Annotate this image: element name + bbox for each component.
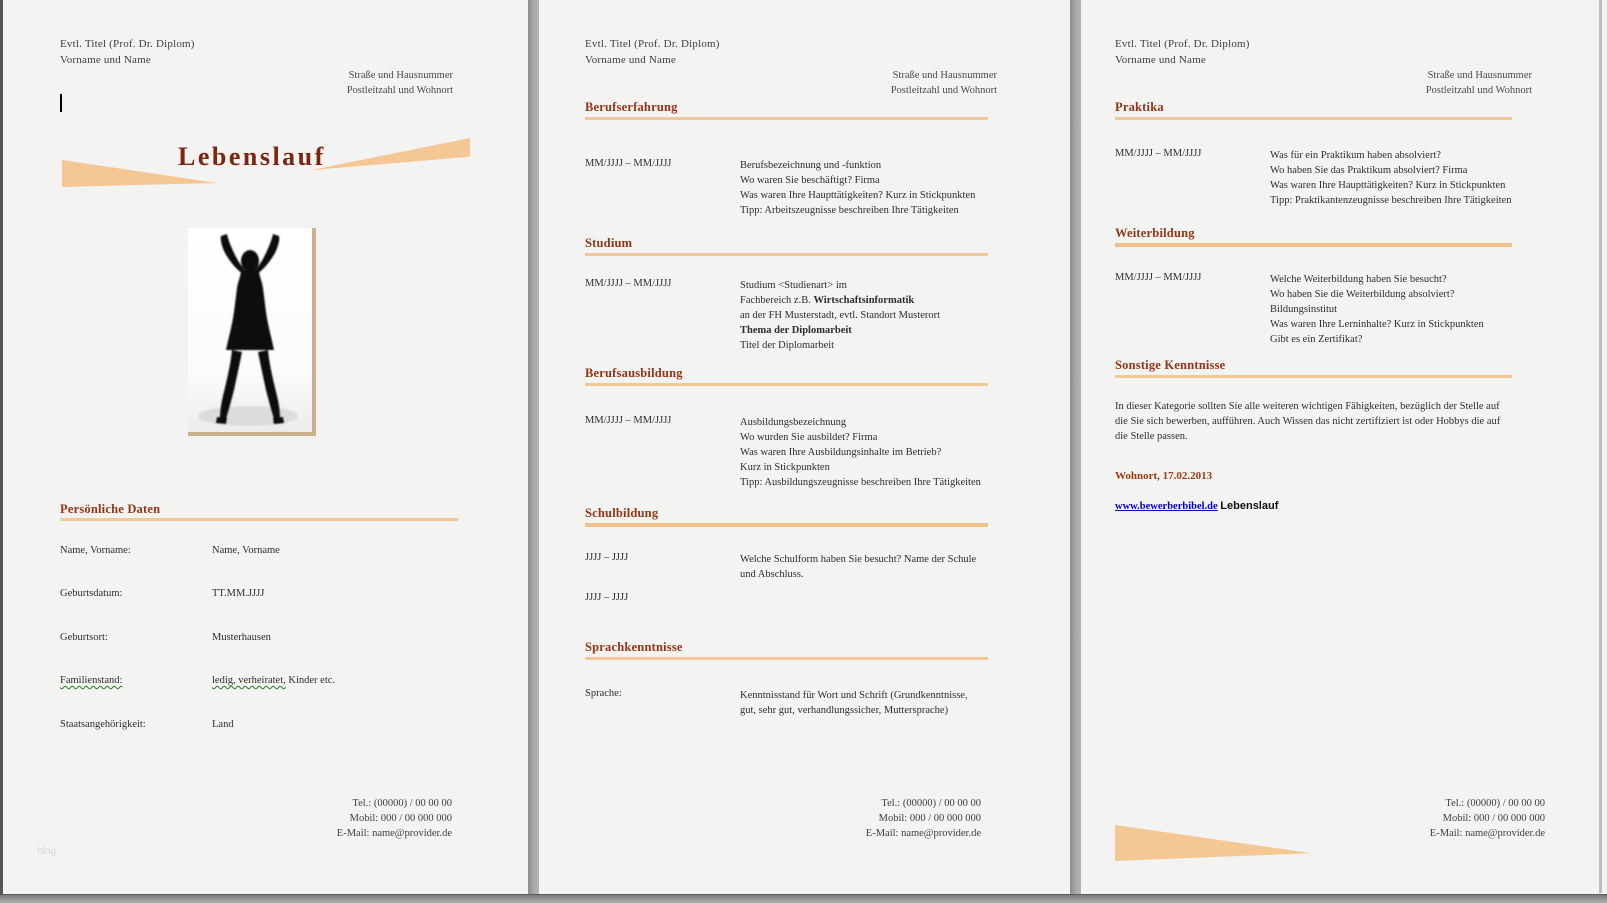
entry-lines: Welche Schulform haben Sie besucht? Name…	[740, 554, 977, 580]
entry-lines: Welche Weiterbildung haben Sie besucht? …	[1270, 274, 1484, 345]
address-street: Straße und Hausnummer	[892, 70, 997, 81]
entry-period: MM/JJJJ – MM/JJJJ	[1115, 272, 1202, 283]
contact-footer: Tel.: (00000) / 00 00 00 Mobil: 000 / 00…	[866, 796, 981, 841]
section-rule	[585, 117, 988, 120]
entry-lines: Ausbildungsbezeichnung Wo wurden Sie aus…	[740, 417, 981, 488]
footer-email: E-Mail: name@provider.de	[336, 828, 452, 839]
field-value-staatsangehoerigkeit: Land	[212, 719, 234, 730]
address-block: Straße und Hausnummer Postleitzahl und W…	[347, 68, 453, 98]
entry-lines: Studium <Studienart> im Fachbereich z.B.…	[740, 280, 941, 351]
section-heading-sonstige-kenntnisse: Sonstige Kenntnisse	[1115, 358, 1226, 372]
applicant-title-line: Evtl. Titel (Prof. Dr. Diplom)	[585, 38, 720, 50]
section-rule	[585, 253, 988, 256]
section-heading-weiterbildung: Weiterbildung	[1115, 226, 1195, 240]
page-3: Evtl. Titel (Prof. Dr. Diplom) Vorname u…	[1082, 8, 1600, 893]
entry-period: Sprache:	[585, 688, 622, 699]
accent-triangle-right	[310, 138, 470, 171]
footer-mobil: Mobil: 000 / 00 000 000	[349, 813, 452, 824]
page-separator	[1070, 0, 1081, 894]
address-city: Postleitzahl und Wohnort	[890, 85, 997, 96]
applicant-name-line: Vorname und Name	[585, 54, 676, 66]
page-separator	[528, 0, 539, 894]
entry-lines: Kenntnisstand für Wort und Schrift (Grun…	[740, 690, 968, 716]
field-label-geburtsdatum: Geburtsdatum:	[60, 588, 123, 599]
section-rule	[60, 518, 458, 521]
page-1: Evtl. Titel (Prof. Dr. Diplom) Vorname u…	[15, 8, 528, 893]
applicant-name-line: Vorname und Name	[60, 54, 151, 66]
section-rule	[1115, 243, 1512, 247]
entry-period: JJJJ – JJJJ	[585, 592, 629, 603]
entry-lines: Berufsbezeichnung und -funktion Wo waren…	[740, 160, 976, 216]
section-heading-persoenliche-daten: Persönliche Daten	[60, 502, 161, 516]
entry-period: JJJJ – JJJJ	[585, 552, 629, 563]
section-heading-schulbildung: Schulbildung	[585, 506, 659, 520]
text-cursor	[60, 94, 62, 112]
address-block: Straße und Hausnummer Postleitzahl und W…	[891, 68, 997, 98]
footer-tel: Tel.: (00000) / 00 00 00	[1445, 798, 1545, 809]
field-value-name: Name, Vorname	[212, 545, 280, 556]
footer-tel: Tel.: (00000) / 00 00 00	[352, 798, 452, 809]
person-silhouette-icon	[188, 228, 312, 432]
field-label-name: Name, Vorname:	[60, 545, 131, 556]
section-heading-berufserfahrung: Berufserfahrung	[585, 100, 678, 114]
section-rule	[1115, 117, 1512, 120]
field-value-familienstand: ledig, verheiratet, Kinder etc.	[212, 675, 336, 686]
applicant-title-line: Evtl. Titel (Prof. Dr. Diplom)	[60, 38, 195, 50]
window-left-edge	[0, 0, 3, 903]
address-street: Straße und Hausnummer	[1427, 70, 1532, 81]
section-rule	[1115, 375, 1512, 378]
section-rule	[585, 523, 988, 527]
bewerberbibel-link[interactable]: www.bewerberbibel.de	[1115, 501, 1218, 512]
window-right-edge	[1599, 0, 1602, 893]
address-street: Straße und Hausnummer	[348, 70, 453, 81]
page-2: Evtl. Titel (Prof. Dr. Diplom) Vorname u…	[540, 8, 1070, 893]
applicant-name-line: Vorname und Name	[1115, 54, 1206, 66]
link-suffix-label: Lebenslauf	[1220, 500, 1279, 512]
sonstige-paragraph: In dieser Kategorie sollten Sie alle wei…	[1115, 401, 1501, 442]
section-rule	[585, 657, 988, 660]
section-heading-berufsausbildung: Berufsausbildung	[585, 366, 683, 380]
applicant-title-line: Evtl. Titel (Prof. Dr. Diplom)	[1115, 38, 1250, 50]
field-label-staatsangehoerigkeit: Staatsangehörigkeit:	[60, 719, 146, 730]
signature-place-date: Wohnort, 17.02.2013	[1115, 470, 1213, 482]
field-label-geburtsort: Geburtsort:	[60, 632, 108, 643]
field-value-geburtsort: Musterhausen	[212, 632, 271, 643]
footer-email: E-Mail: name@provider.de	[1429, 828, 1545, 839]
source-link-line: www.bewerberbibel.de Lebenslauf	[1115, 500, 1278, 512]
horizontal-scrollbar[interactable]	[0, 894, 1607, 903]
footer-email: E-Mail: name@provider.de	[865, 828, 981, 839]
entry-period: MM/JJJJ – MM/JJJJ	[585, 415, 672, 426]
spellcheck-marked-text: ledig, verheiratet,	[212, 675, 286, 686]
section-heading-praktika: Praktika	[1115, 100, 1164, 114]
entry-period: MM/JJJJ – MM/JJJJ	[1115, 148, 1202, 159]
section-heading-sprachkenntnisse: Sprachkenntnisse	[585, 640, 683, 654]
contact-footer: Tel.: (00000) / 00 00 00 Mobil: 000 / 00…	[1430, 796, 1545, 841]
address-block: Straße und Hausnummer Postleitzahl und W…	[1426, 68, 1532, 98]
footer-accent-triangle	[1115, 825, 1311, 861]
entry-period: MM/JJJJ – MM/JJJJ	[585, 158, 672, 169]
entry-period: MM/JJJJ – MM/JJJJ	[585, 278, 672, 289]
document-title: Lebenslauf	[178, 142, 326, 171]
footer-mobil: Mobil: 000 / 00 000 000	[1442, 813, 1545, 824]
field-label-familienstand: Familienstand:	[60, 675, 123, 686]
footer-tel: Tel.: (00000) / 00 00 00	[881, 798, 981, 809]
applicant-photo person-silhouette	[188, 228, 316, 436]
contact-footer: Tel.: (00000) / 00 00 00 Mobil: 000 / 00…	[337, 796, 452, 841]
section-heading-studium: Studium	[585, 236, 633, 250]
address-city: Postleitzahl und Wohnort	[1425, 85, 1532, 96]
footer-mobil: Mobil: 000 / 00 000 000	[878, 813, 981, 824]
address-city: Postleitzahl und Wohnort	[346, 85, 453, 96]
watermark: blog	[37, 846, 56, 857]
entry-lines: Was für ein Praktikum haben absolviert? …	[1270, 150, 1512, 206]
field-value-geburtsdatum: TT.MM.JJJJ	[212, 588, 265, 599]
section-rule	[585, 383, 988, 386]
